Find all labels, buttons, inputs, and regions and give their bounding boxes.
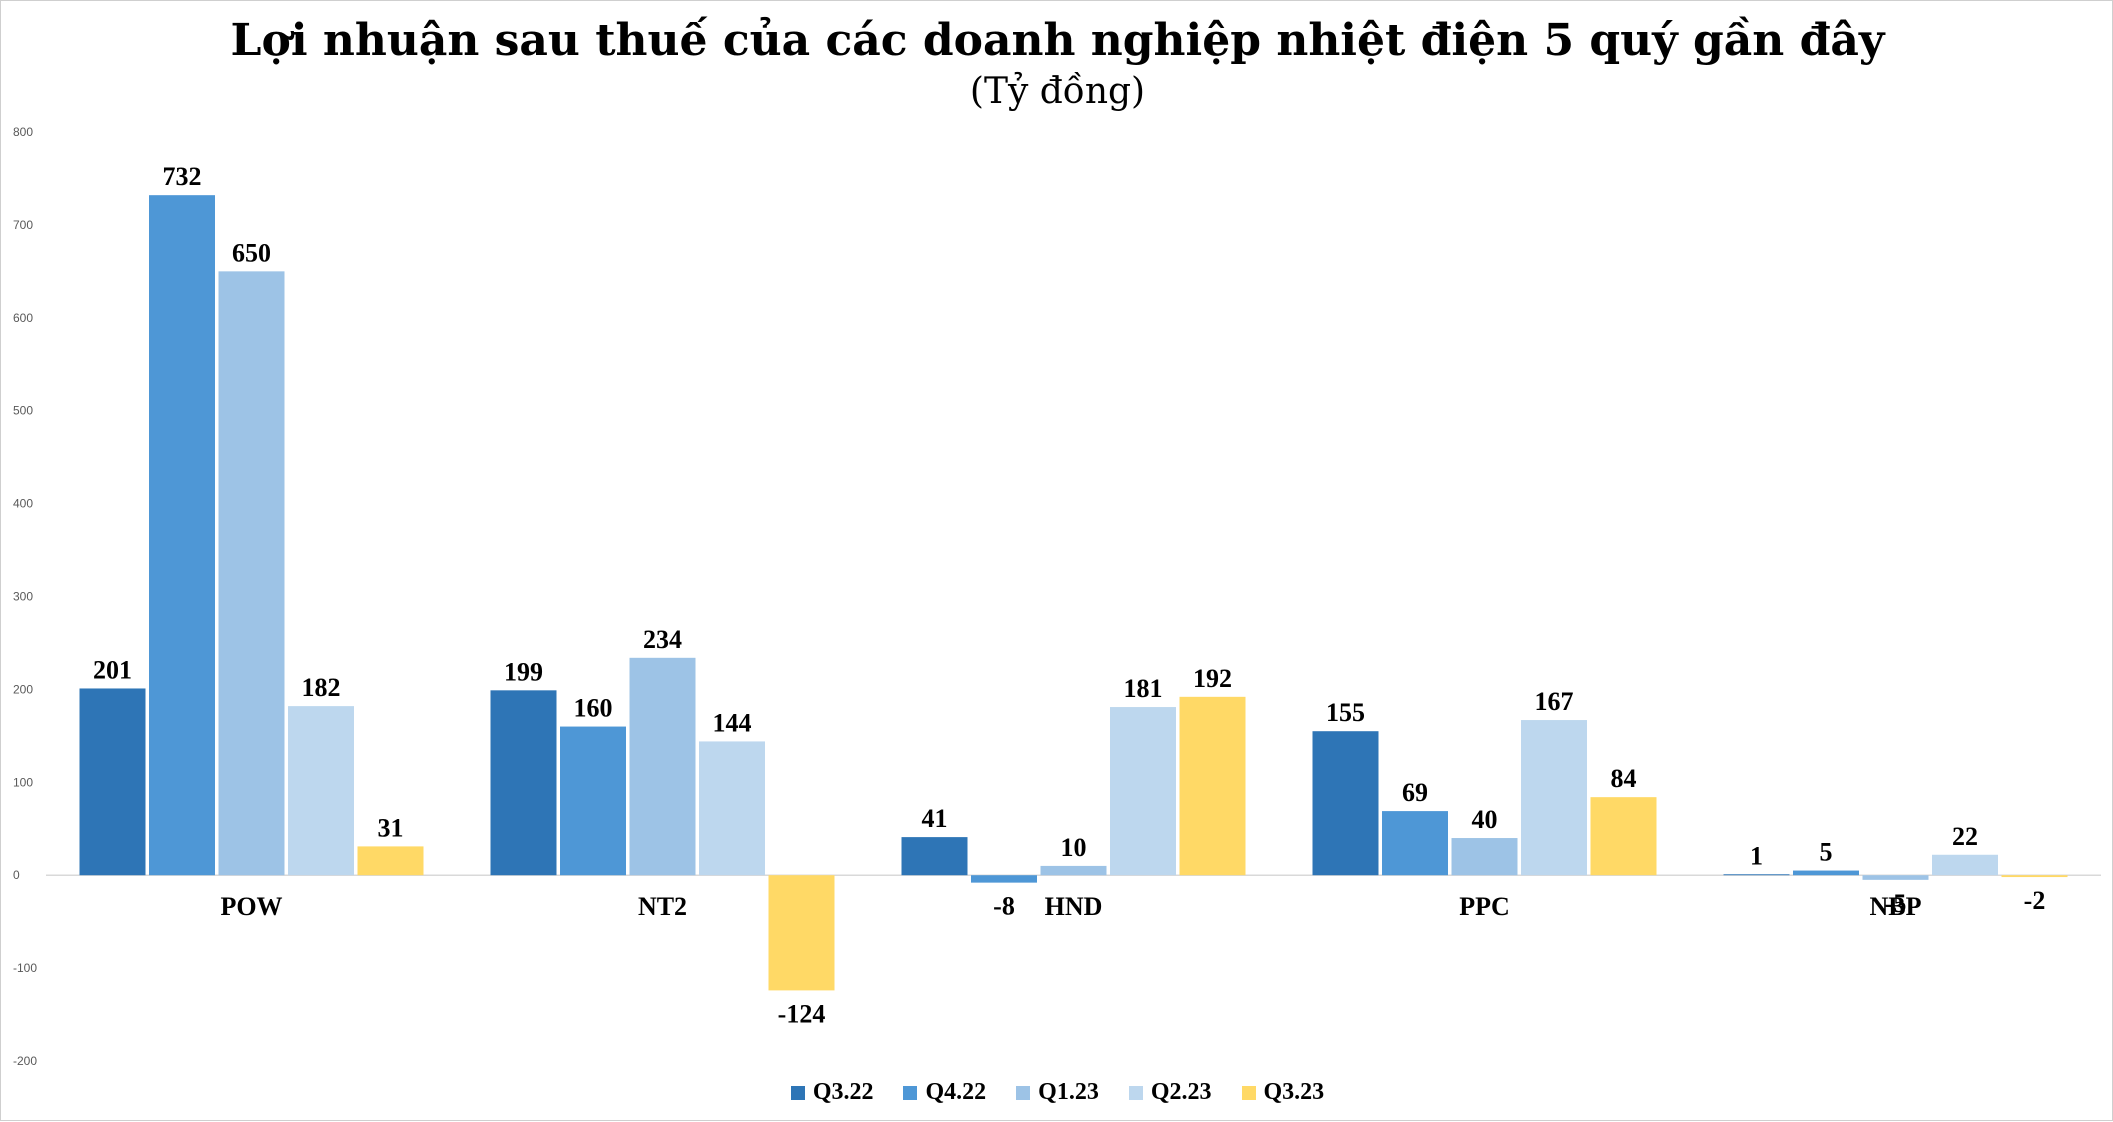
y-tick-label: -200 [13,1054,37,1068]
legend-label: Q1.23 [1038,1079,1099,1105]
bar-nbp-q223 [1932,854,1998,876]
legend-item: Q3.22 [790,1079,874,1106]
data-label: 144 [713,708,752,737]
legend-label: Q3.23 [1263,1079,1325,1105]
bar-ppc-q422 [1382,811,1448,876]
bar-ppc-q223 [1521,720,1587,876]
bar-pow-q223 [288,706,354,876]
legend-label: Q2.23 [1150,1079,1212,1105]
data-label: 5 [1820,838,1833,867]
bar-ppc-q323 [1590,797,1657,876]
bar-nbp-q323 [2001,875,2068,878]
bar-nt2-q322 [490,690,557,876]
data-label: 10 [1061,833,1087,862]
data-label: -5 [1885,889,1907,918]
bar-nt2-q323 [768,875,835,991]
bar-nbp-q422 [1793,870,1859,876]
legend-item: Q1.23 [1016,1079,1099,1106]
data-label: 155 [1326,698,1365,727]
bar-hnd-q322 [901,837,968,876]
data-label: 192 [1193,664,1232,693]
legend-item: Q4.22 [903,1079,986,1106]
y-tick-label: 500 [13,404,33,418]
data-label: 22 [1952,822,1978,851]
legend-swatch [790,1085,805,1100]
data-label: 31 [378,813,404,842]
y-tick-label: 0 [13,868,20,882]
bar-nt2-q422 [560,726,626,876]
bar-hnd-q123 [1040,865,1107,876]
y-tick-label: 100 [13,775,33,789]
legend-label: Q4.22 [925,1079,987,1105]
chart-legend: Q3.22 Q4.22 Q1.23 Q2.23 Q3.23 [1,1079,2113,1106]
data-label: 732 [163,162,202,191]
bar-pow-q123 [218,271,285,876]
legend-swatch [903,1085,918,1100]
bar-pow-q323 [357,846,424,876]
data-label: 160 [574,694,613,723]
data-label: 181 [1124,674,1163,703]
data-label: -2 [2024,886,2046,915]
category-label: PPC [1459,892,1510,921]
y-tick-label: 400 [13,497,33,511]
data-label: 41 [922,804,948,833]
legend-item: Q2.23 [1128,1079,1212,1106]
data-label: 234 [643,625,682,654]
data-label: -8 [993,892,1015,921]
y-tick-label: 700 [13,218,33,232]
data-label: 201 [93,655,132,684]
chart-title: Lợi nhuận sau thuế của các doanh nghiệp … [230,15,1885,66]
bar-ppc-q123 [1451,838,1518,876]
bar-pow-q322 [79,688,146,876]
data-label: 1 [1750,841,1763,870]
legend-swatch [1128,1085,1143,1100]
y-tick-label: -100 [13,961,37,975]
legend-label: Q3.22 [812,1079,874,1105]
chart-subtitle: (Tỷ đồng) [969,71,1146,112]
category-label: NT2 [638,892,687,921]
y-tick-label: 600 [13,311,33,325]
data-label: -124 [778,999,826,1028]
category-label: NBP [1870,892,1922,921]
legend-swatch [1241,1085,1256,1100]
category-label: HND [1045,892,1103,921]
bar-nt2-q223 [699,741,765,876]
y-tick-label: 200 [13,682,33,696]
data-label: 167 [1535,687,1574,716]
bar-hnd-q323 [1179,696,1246,876]
data-label: 84 [1611,764,1637,793]
legend-swatch [1016,1085,1031,1100]
bar-nbp-q123 [1862,875,1929,880]
bar-pow-q422 [149,195,215,876]
bar-hnd-q422 [971,875,1037,883]
bar-hnd-q223 [1110,707,1176,876]
bar-nt2-q123 [629,657,696,876]
bar-ppc-q322 [1312,731,1379,876]
y-tick-label: 800 [13,125,33,139]
data-label: 199 [504,657,543,686]
category-label: POW [220,892,282,921]
legend-item: Q3.23 [1241,1079,1325,1106]
data-label: 650 [232,238,271,267]
data-label: 182 [302,673,341,702]
y-tick-label: 300 [13,590,33,604]
data-label: 69 [1402,778,1428,807]
bar-nbp-q322 [1723,874,1790,876]
data-label: 40 [1472,805,1498,834]
